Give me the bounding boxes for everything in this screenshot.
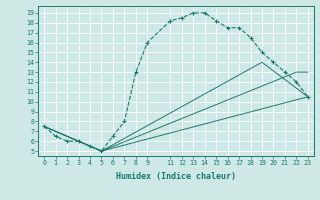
X-axis label: Humidex (Indice chaleur): Humidex (Indice chaleur) (116, 172, 236, 181)
